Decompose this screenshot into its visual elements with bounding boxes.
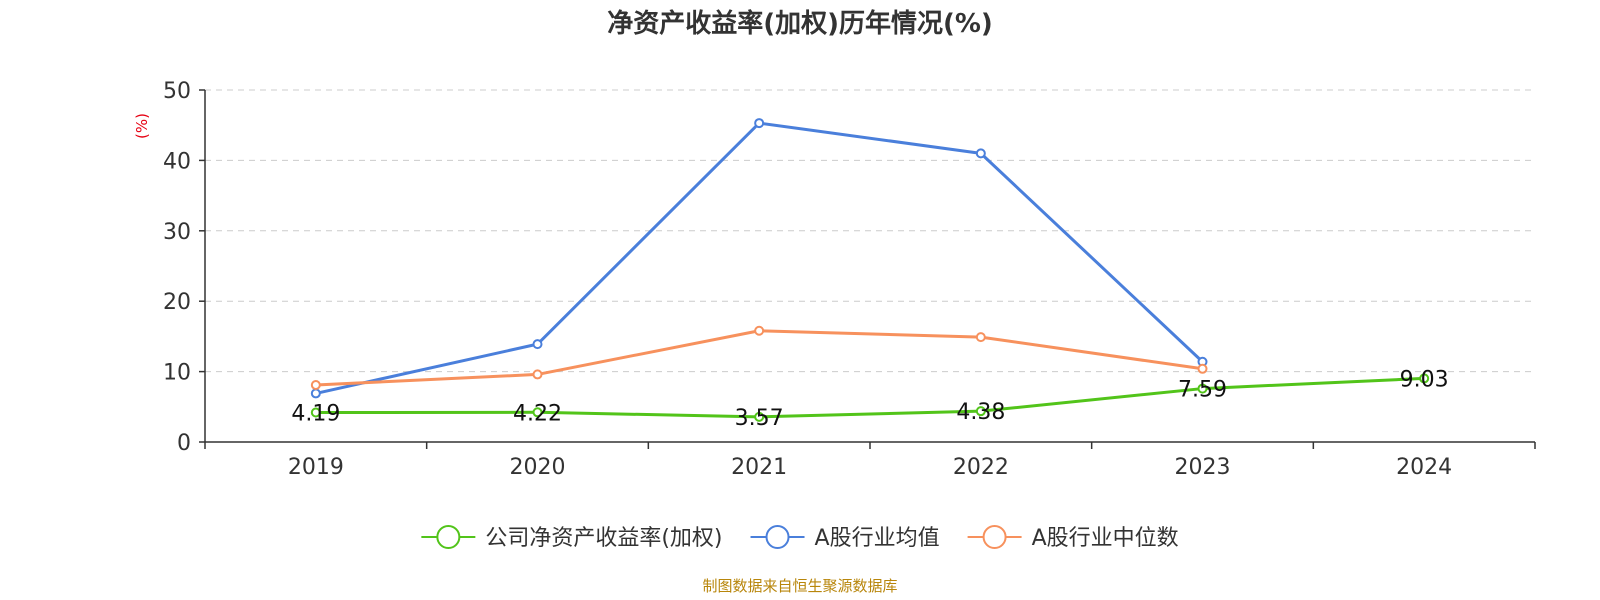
legend-item: 公司净资产收益率(加权) [421,525,723,551]
chart-title: 净资产收益率(加权)历年情况(%) [607,8,993,39]
x-tick-label: 2021 [731,455,787,480]
axes: 0 10 20 30 40 50 2019 2020 2021 2022 2023 2024 [163,79,1536,480]
y-tick-label: 10 [163,361,191,386]
x-tick-label: 2024 [1396,455,1452,480]
y-tick-label: 40 [163,149,191,174]
data-point [1197,383,1208,394]
data-labels: 4.19 4.22 3.57 4.38 7.59 9.03 [291,367,1448,430]
series-line [315,121,1204,395]
y-tick-label: 50 [163,79,191,104]
data-point [1419,373,1430,384]
data-label: 3.57 [735,406,784,431]
data-point [754,411,765,422]
data-point [310,407,321,418]
data-point [310,379,321,390]
data-label: 9.03 [1400,367,1449,392]
x-tick-label: 2022 [953,455,1009,480]
data-point [310,388,321,399]
series-line [315,376,1425,419]
data-label: 4.19 [291,402,340,427]
legend-swatch-marker [765,525,790,549]
data-label: 7.59 [1178,378,1227,403]
legend-label: 公司净资产收益率(加权) [485,526,722,551]
series-layer [310,118,1430,422]
grid-lines [205,89,1535,373]
legend-label: A股行业中位数 [1032,526,1179,551]
data-point [975,148,986,159]
series-line [315,329,1203,387]
y-axis-unit-label: (%) [133,113,151,139]
x-tick-label: 2023 [1175,455,1231,480]
series-2 [310,325,1208,390]
data-label: 4.22 [513,401,562,426]
legend-item: A股行业中位数 [967,525,1179,551]
legend: 公司净资产收益率(加权) A股行业均值 A股行业中位数 [421,525,1179,551]
data-point [754,325,765,336]
data-point [532,339,543,350]
legend-swatch-marker [982,525,1007,549]
data-point [754,118,765,129]
series-0 [310,373,1430,422]
y-tick-label: 20 [163,290,191,315]
legend-swatch-marker [436,525,461,549]
y-tick-label: 0 [177,431,191,456]
data-point [975,406,986,417]
data-point [975,332,986,343]
data-point [532,407,543,418]
legend-item: A股行业均值 [750,525,940,551]
data-label: 4.38 [956,400,1005,425]
data-point [532,369,543,380]
legend-label: A股行业均值 [815,526,940,551]
y-tick-label: 30 [163,220,191,245]
data-point [1197,363,1208,374]
x-tick-label: 2020 [510,455,566,480]
x-tick-label: 2019 [288,455,344,480]
source-note: 制图数据来自恒生聚源数据库 [702,577,897,595]
